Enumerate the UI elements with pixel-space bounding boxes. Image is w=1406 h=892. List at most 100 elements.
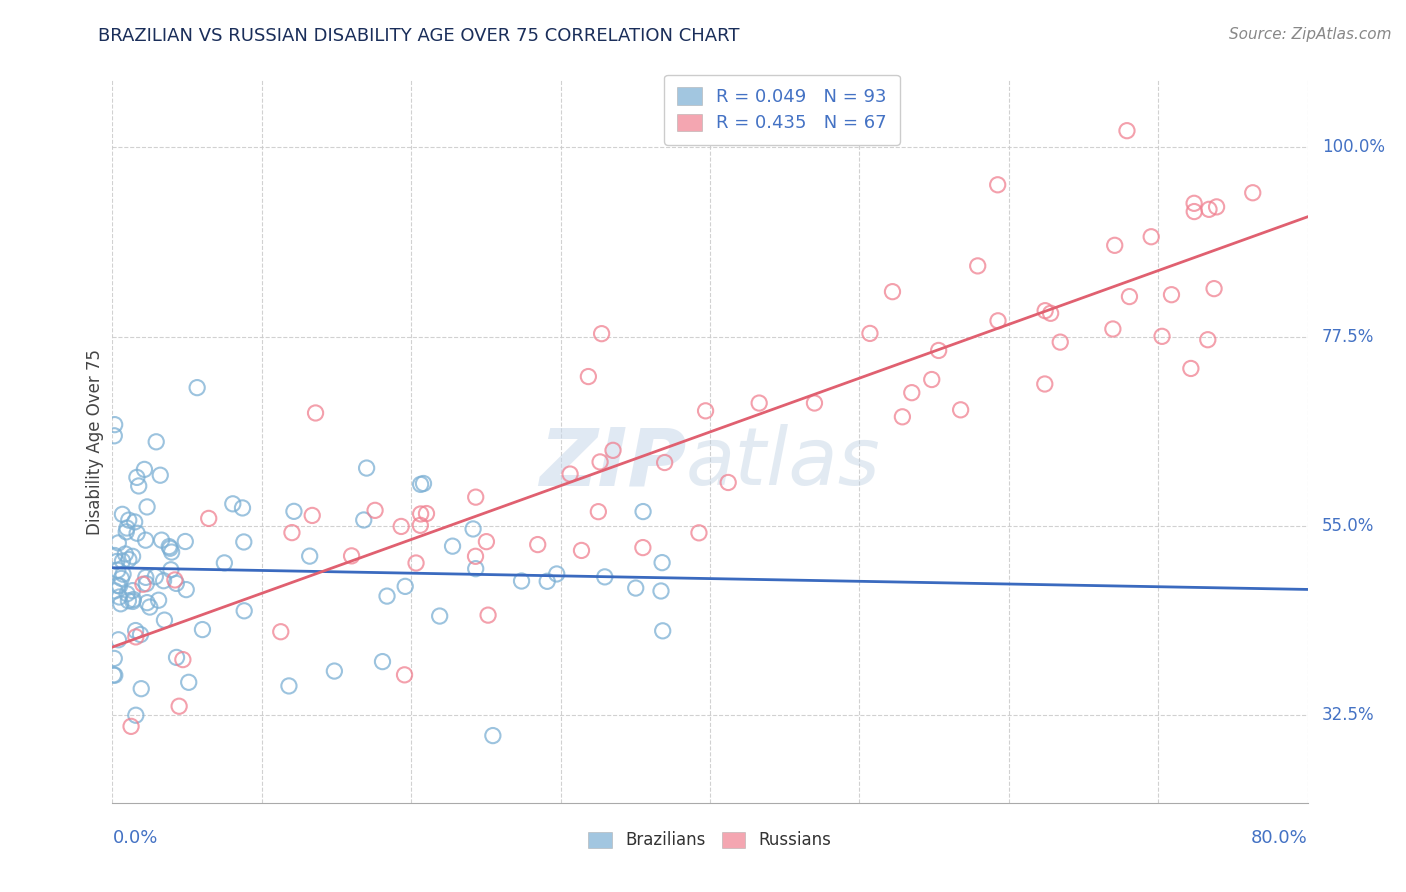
Point [593, 570, 616, 584]
Point [163, 573, 186, 587]
Point [222, 497, 245, 511]
Point [301, 508, 323, 523]
Point [859, 326, 882, 341]
Point [1182, 204, 1205, 219]
Point [394, 579, 416, 593]
Point [149, 468, 172, 483]
Point [104, 668, 127, 682]
Point [172, 652, 194, 666]
Point [135, 570, 157, 584]
Point [104, 583, 127, 598]
Point [1182, 196, 1205, 211]
Point [558, 467, 581, 481]
Point [571, 543, 593, 558]
Point [1049, 335, 1071, 350]
Point [602, 443, 624, 458]
Text: 55.0%: 55.0% [1322, 516, 1374, 534]
Point [546, 566, 568, 581]
Point [128, 479, 150, 493]
Point [650, 584, 672, 599]
Point [177, 675, 200, 690]
Text: 0.0%: 0.0% [112, 829, 157, 847]
Point [115, 524, 138, 539]
Point [631, 541, 654, 555]
Point [389, 519, 412, 533]
Point [129, 627, 152, 641]
Point [127, 526, 149, 541]
Point [110, 597, 132, 611]
Point [461, 522, 484, 536]
Point [1118, 289, 1140, 303]
Point [145, 434, 167, 449]
Point [475, 534, 498, 549]
Point [688, 525, 710, 540]
Point [135, 576, 157, 591]
Point [118, 513, 141, 527]
Point [165, 576, 187, 591]
Point [129, 681, 152, 696]
Point [111, 554, 134, 568]
Point [150, 533, 173, 548]
Point [283, 504, 305, 518]
Point [882, 285, 904, 299]
Point [139, 600, 162, 615]
Point [1198, 202, 1220, 217]
Point [1104, 238, 1126, 252]
Point [117, 594, 139, 608]
Point [111, 508, 134, 522]
Point [482, 729, 505, 743]
Point [143, 569, 166, 583]
Point [1202, 282, 1225, 296]
Point [160, 563, 183, 577]
Point [323, 664, 346, 678]
Point [232, 535, 254, 549]
Text: ZIP: ZIP [538, 425, 686, 502]
Point [108, 579, 131, 593]
Point [900, 385, 922, 400]
Point [148, 593, 170, 607]
Point [409, 477, 432, 491]
Point [120, 719, 142, 733]
Point [107, 578, 129, 592]
Point [412, 476, 434, 491]
Point [987, 314, 1010, 328]
Point [1039, 306, 1062, 320]
Point [966, 259, 988, 273]
Point [157, 540, 180, 554]
Point [134, 462, 156, 476]
Point [103, 668, 125, 682]
Point [1102, 322, 1125, 336]
Point [233, 604, 256, 618]
Point [717, 475, 740, 490]
Text: 80.0%: 80.0% [1251, 829, 1308, 847]
Text: 77.5%: 77.5% [1322, 327, 1374, 345]
Point [651, 624, 673, 638]
Point [132, 577, 155, 591]
Point [405, 556, 427, 570]
Point [364, 503, 387, 517]
Point [394, 668, 416, 682]
Point [928, 343, 950, 358]
Point [110, 571, 132, 585]
Point [105, 554, 128, 568]
Point [654, 456, 676, 470]
Point [115, 521, 138, 535]
Point [107, 563, 129, 577]
Point [987, 178, 1010, 192]
Point [510, 574, 533, 588]
Point [281, 525, 304, 540]
Point [949, 402, 972, 417]
Point [124, 515, 146, 529]
Point [136, 500, 159, 514]
Point [1197, 333, 1219, 347]
Point [278, 679, 301, 693]
Point [108, 590, 131, 604]
Point [536, 574, 558, 589]
Point [174, 582, 197, 597]
Point [121, 549, 143, 564]
Point [1033, 376, 1056, 391]
Point [441, 539, 464, 553]
Point [125, 630, 148, 644]
Point [371, 655, 394, 669]
Legend: Brazilians, Russians: Brazilians, Russians [582, 824, 838, 856]
